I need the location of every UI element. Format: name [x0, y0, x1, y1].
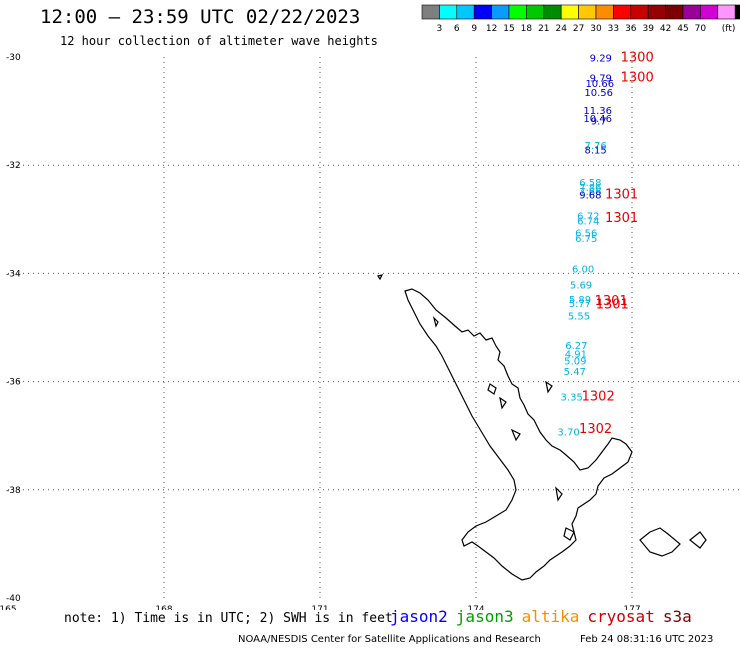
credit-line: NOAA/NESDIS Center for Satellite Applica… — [238, 634, 541, 645]
scale-tick-label: 24 — [555, 24, 567, 34]
scale-tick-label: 27 — [573, 24, 584, 34]
wave-height-map: 165 168 171 174 177-30-32-34-36-38-40 9.299.… — [0, 50, 740, 610]
scale-tick-label: 3 — [437, 24, 443, 34]
swh-value: 4.91 — [565, 349, 587, 360]
swh-value: 6.75 — [575, 234, 597, 245]
lat-label: -36 — [6, 378, 21, 388]
lon-label: 177 — [623, 605, 640, 610]
swh-value: 9.7 — [591, 117, 607, 128]
lat-label: -38 — [6, 486, 21, 496]
pass-time-label: 1300 — [621, 50, 654, 65]
satellite-jason3: jason3 — [455, 607, 514, 626]
swh-value: 7.76 — [584, 141, 606, 152]
swh-value: 11.36 — [583, 106, 612, 117]
map-title: 12:00 — 23:59 UTC 02/22/2023 — [40, 6, 361, 28]
coast-detail — [377, 274, 384, 281]
scale-tick-label: 30 — [590, 24, 602, 34]
pass-time-label: 1302 — [582, 390, 615, 405]
coast-detail — [499, 396, 507, 410]
north-island-outline — [404, 288, 633, 581]
pass-time-label: 1300 — [621, 70, 654, 85]
swh-value: 9.29 — [590, 53, 612, 64]
pass-time-label: 1301 — [605, 211, 638, 226]
lat-label: -40 — [6, 594, 21, 604]
scale-tick-label: 21 — [538, 24, 549, 34]
coastline — [377, 274, 707, 581]
scale-tick-label: 45 — [677, 24, 688, 34]
scale-tick-label: 12 — [486, 24, 497, 34]
swh-value: 3.70 — [557, 428, 579, 439]
satellite-altika: altika — [521, 607, 580, 626]
satellite-cryosat: cryosat — [587, 607, 655, 626]
scale-tick-label: 33 — [608, 24, 619, 34]
coast-detail — [639, 527, 681, 557]
coast-detail — [510, 428, 521, 442]
pass-time-label: 1302 — [579, 422, 612, 437]
swh-value: 5.47 — [564, 367, 586, 378]
swh-value: 8.15 — [584, 145, 606, 156]
swh-value: 3.35 — [561, 393, 583, 404]
satellite-legend: jason2 jason3 altika cryosat s3a — [390, 607, 700, 626]
color-scale-legend: 3 6 9 12 15 18 21 24 27 30 33 36 39 42 45 70 (ft) — [421, 4, 740, 34]
swh-value: 9.79 — [590, 73, 612, 84]
scale-tick-label: 36 — [625, 24, 637, 34]
swh-value: 5.09 — [564, 356, 586, 367]
pass-time-label: 1301 — [595, 294, 628, 309]
scale-tick-label: 15 — [503, 24, 514, 34]
coast-detail — [545, 380, 553, 394]
timestamp: Feb 24 08:31:16 UTC 2023 — [580, 634, 714, 645]
scale-tick-label: 6 — [454, 24, 460, 34]
scale-tick-label: 9 — [471, 24, 477, 34]
swh-value: 10.66 — [585, 79, 614, 90]
satellite-jason2: jason2 — [390, 607, 448, 626]
swh-value: 6.74 — [577, 217, 599, 228]
swh-value: 10.46 — [583, 114, 612, 125]
coast-detail — [432, 316, 439, 328]
coast-detail — [689, 531, 707, 549]
satellite-s3a: s3a — [662, 607, 692, 626]
scale-unit-label: (ft) — [722, 24, 736, 34]
scale-tick-label: 39 — [642, 24, 654, 34]
footer-note: note: 1) Time is in UTC; 2) SWH is in fe… — [64, 611, 393, 626]
swh-value: 5.89 — [569, 295, 591, 306]
swh-value: 7.86 — [579, 183, 601, 194]
lon-label: 168 — [155, 605, 172, 610]
coast-detail — [563, 527, 575, 541]
lat-label: -30 — [6, 53, 21, 63]
lat-label: -32 — [6, 161, 21, 171]
lat-label: -34 — [6, 269, 21, 279]
swh-value: 10.56 — [584, 88, 613, 99]
pass-time-label: 1301 — [596, 298, 629, 313]
swh-value: 6.56 — [575, 229, 597, 240]
scale-tick-label: 70 — [695, 24, 707, 34]
map-subtitle: 12 hour collection of altimeter wave hei… — [60, 34, 378, 48]
swh-value: 5.55 — [568, 311, 590, 322]
coast-detail — [555, 486, 563, 502]
swh-value: 9.68 — [579, 191, 601, 202]
scale-tick-label: 42 — [660, 24, 671, 34]
scale-swatch — [734, 4, 740, 20]
scale-tick-label: 18 — [521, 24, 533, 34]
swh-value: 6.00 — [572, 264, 594, 275]
coast-detail — [487, 383, 497, 395]
lat-lon-grid: 165 168 171 174 177 -30 -32 -34 -36 -38 -40 — [0, 53, 740, 610]
lon-label: 171 — [311, 605, 328, 610]
swh-value: 6.72 — [577, 211, 599, 222]
swh-value: 7.66 — [579, 187, 601, 198]
swh-value: 5.69 — [570, 281, 592, 292]
swh-value: 6.58 — [579, 178, 601, 189]
swh-value: 5.77 — [569, 299, 591, 310]
lon-label: 174 — [467, 605, 484, 610]
lon-label: 165 — [0, 605, 17, 610]
pass-time-label: 1301 — [605, 188, 638, 203]
swh-value: 6.27 — [565, 341, 587, 352]
